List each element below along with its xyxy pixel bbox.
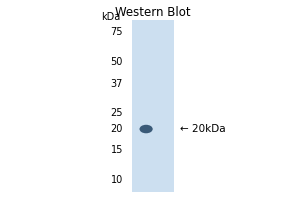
Text: 25: 25 (110, 108, 123, 118)
Text: 15: 15 (111, 145, 123, 155)
Text: Western Blot: Western Blot (115, 6, 191, 19)
Text: kDa: kDa (101, 12, 120, 22)
Text: 20: 20 (111, 124, 123, 134)
Text: 75: 75 (110, 27, 123, 37)
Text: 37: 37 (111, 79, 123, 89)
Text: 10: 10 (111, 175, 123, 185)
Text: ← 20kDa: ← 20kDa (180, 124, 226, 134)
Text: 50: 50 (111, 57, 123, 67)
